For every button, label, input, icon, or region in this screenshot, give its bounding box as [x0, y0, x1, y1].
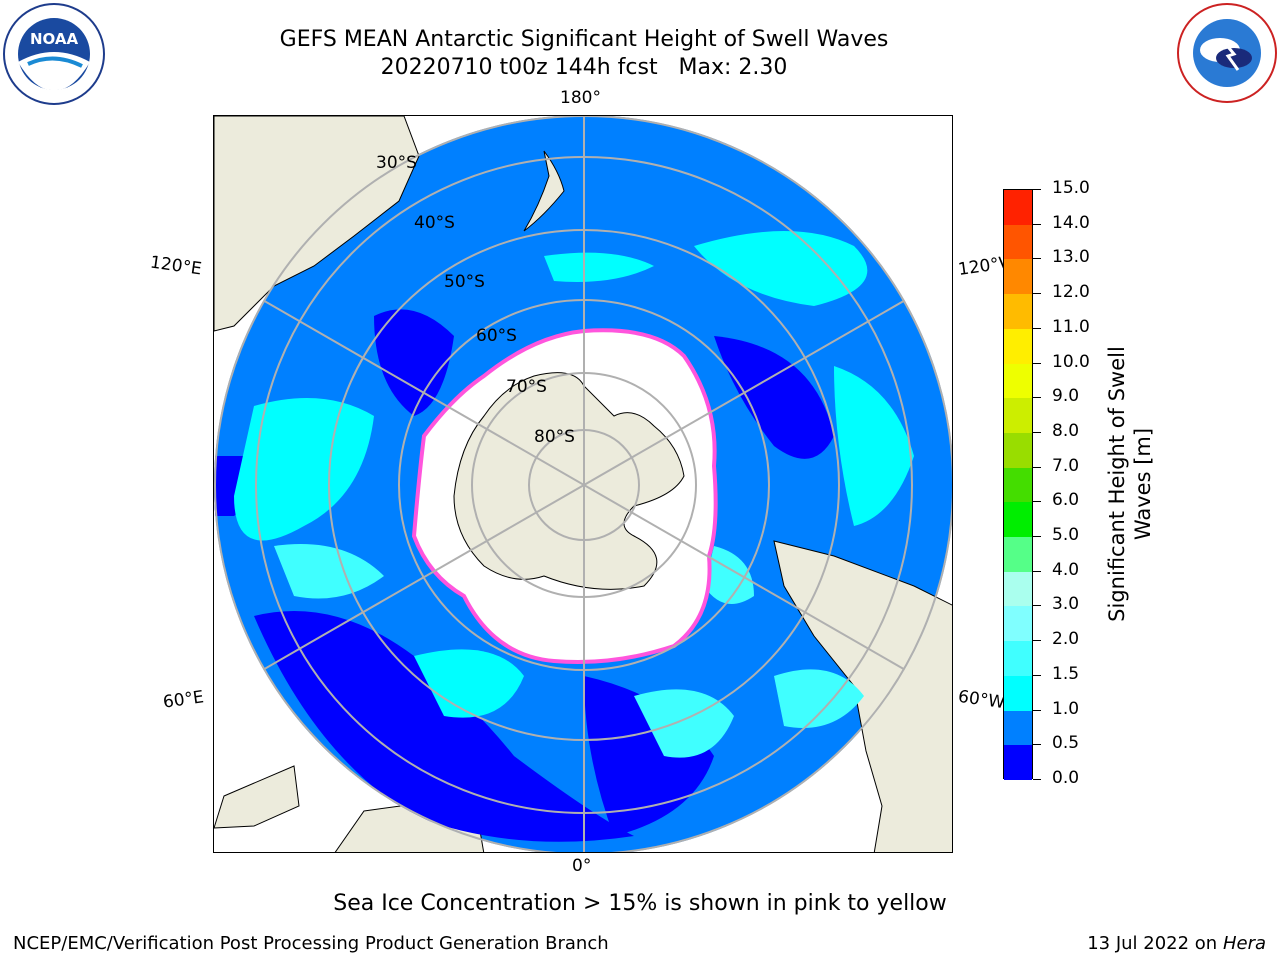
lon-label-60e: 60°E: [161, 687, 206, 713]
colorbar: [1003, 189, 1033, 780]
colorbar-tick: [1033, 605, 1041, 607]
colorbar-segment: [1004, 745, 1032, 780]
colorbar-tick: [1033, 674, 1041, 676]
footer-date: 13 Jul 2022 on Hera: [1087, 933, 1266, 954]
colorbar-tick: [1033, 258, 1041, 260]
lat-label-80s: 80°S: [534, 427, 575, 447]
colorbar-label: Significant Height of Swell Waves [m]: [1105, 346, 1155, 622]
lon-label-120e: 120°E: [148, 252, 203, 280]
colorbar-tick: [1033, 744, 1041, 746]
colorbar-segment: [1004, 502, 1032, 538]
colorbar-tick-label: 8.0: [1052, 420, 1080, 441]
colorbar-tick-label: 10.0: [1052, 351, 1090, 372]
colorbar-tick: [1033, 397, 1041, 399]
lat-label-30s: 30°S: [376, 153, 417, 173]
footer-date-text: 13 Jul 2022 on: [1087, 933, 1223, 954]
land-madagascar: [214, 765, 300, 829]
colorbar-tick-label: 6.0: [1052, 490, 1080, 511]
lon-label-0: 0°: [572, 856, 592, 876]
colorbar-segment: [1004, 710, 1032, 746]
noaa-logo: NOAA: [3, 3, 105, 105]
colorbar-tick: [1033, 709, 1041, 711]
colorbar-tick: [1033, 327, 1041, 329]
colorbar-tick-label: 13.0: [1052, 247, 1090, 268]
colorbar-tick-label: 5.0: [1052, 525, 1080, 546]
colorbar-segment: [1004, 190, 1032, 225]
colorbar-tick-label: 2.0: [1052, 629, 1080, 650]
lat-label-40s: 40°S: [414, 213, 455, 233]
colorbar-tick-label: 15.0: [1052, 178, 1090, 198]
colorbar-segment: [1004, 432, 1032, 468]
lat-label-60s: 60°S: [476, 326, 517, 346]
colorbar-segment: [1004, 328, 1032, 364]
lon-label-180: 180°: [560, 88, 601, 108]
colorbar-segment: [1004, 675, 1032, 711]
graticule: [214, 116, 952, 852]
colorbar-tick: [1033, 431, 1041, 433]
colorbar-tick: [1033, 223, 1041, 225]
land-new-zealand: [523, 150, 565, 232]
colorbar-tick: [1033, 466, 1041, 468]
colorbar-tick-label: 0.0: [1052, 768, 1080, 788]
colorbar-tick-label: 7.0: [1052, 455, 1080, 476]
sea-ice-note: Sea Ice Concentration > 15% is shown in …: [333, 891, 947, 916]
colorbar-segment: [1004, 224, 1032, 260]
chart-title: GEFS MEAN Antarctic Significant Height o…: [279, 27, 889, 52]
lat-label-50s: 50°S: [444, 272, 485, 292]
colorbar-tick: [1033, 536, 1041, 538]
colorbar-segment: [1004, 571, 1032, 607]
lat-label-70s: 70°S: [506, 377, 547, 397]
chart-title-block: GEFS MEAN Antarctic Significant Height o…: [184, 26, 984, 82]
polar-map: 30°S 40°S 50°S 60°S 70°S 80°S: [213, 115, 953, 853]
lon-label-60w: 60°W: [956, 686, 1007, 714]
colorbar-tick: [1033, 293, 1041, 295]
colorbar-segment: [1004, 537, 1032, 572]
footer-machine: Hera: [1222, 933, 1266, 954]
footer-branch: NCEP/EMC/Verification Post Processing Pr…: [13, 933, 609, 954]
nws-logo: [1177, 3, 1277, 103]
land-antarctica: [453, 372, 685, 590]
colorbar-tick: [1033, 362, 1041, 364]
colorbar-tick-label: 3.0: [1052, 594, 1080, 615]
colorbar-tick: [1033, 640, 1041, 642]
colorbar-segment: [1004, 294, 1032, 329]
colorbar-tick-label: 4.0: [1052, 559, 1080, 580]
colorbar-tick: [1033, 779, 1041, 780]
colorbar-tick-label: 0.5: [1052, 733, 1080, 754]
colorbar-segment: [1004, 259, 1032, 295]
colorbar-tick-label: 12.0: [1052, 282, 1090, 303]
colorbar-segment: [1004, 467, 1032, 503]
colorbar-segment: [1004, 398, 1032, 433]
colorbar-tick: [1033, 570, 1041, 572]
svg-text:NOAA: NOAA: [30, 30, 79, 48]
colorbar-tick-label: 11.0: [1052, 316, 1090, 337]
colorbar-tick-label: 9.0: [1052, 386, 1080, 407]
colorbar-tick-label: 1.5: [1052, 663, 1080, 684]
colorbar-segment: [1004, 641, 1032, 676]
colorbar-tick: [1033, 189, 1041, 190]
colorbar-segment: [1004, 606, 1032, 642]
chart-subtitle: 20220710 t00z 144h fcst Max: 2.30: [380, 55, 788, 80]
colorbar-segment: [1004, 363, 1032, 399]
colorbar-tick: [1033, 501, 1041, 503]
colorbar-tick-label: 1.0: [1052, 698, 1080, 719]
colorbar-tick-label: 14.0: [1052, 212, 1090, 233]
map-canvas: 30°S 40°S 50°S 60°S 70°S 80°S: [214, 116, 952, 852]
